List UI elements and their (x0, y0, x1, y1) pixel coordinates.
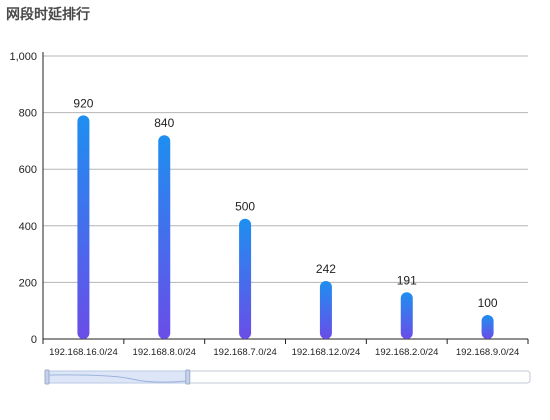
y-tick-label: 0 (31, 334, 37, 346)
zoom-slider[interactable] (44, 369, 531, 385)
bars (77, 115, 494, 340)
bar[interactable] (77, 115, 90, 340)
x-tick-label: 192.168.8.0/24 (133, 347, 196, 358)
data-labels: 920 840 500 242 191 100 (73, 96, 498, 310)
slider-preview-line (47, 374, 187, 383)
y-tick-label: 1,000 (9, 51, 37, 63)
bar[interactable] (239, 218, 252, 339)
data-label: 840 (154, 116, 174, 130)
bar[interactable] (400, 292, 413, 339)
slider-handle-right[interactable] (185, 369, 191, 385)
data-label: 191 (397, 273, 417, 287)
chart-title: 网段时延排行 (6, 7, 90, 23)
y-tick-label: 600 (19, 164, 37, 176)
gridlines (43, 55, 528, 283)
y-tick-label: 200 (19, 277, 37, 289)
data-label: 100 (478, 296, 498, 310)
bar[interactable] (481, 314, 494, 339)
x-tick-label: 192.168.2.0/24 (375, 347, 438, 358)
bar[interactable] (319, 280, 332, 339)
x-tick-label: 192.168.16.0/24 (49, 347, 118, 358)
data-label: 920 (73, 96, 93, 110)
y-tick-label: 400 (19, 221, 37, 233)
axes: 0 200 400 600 800 1,000 192.168.16.0/24 192.168… (9, 51, 529, 358)
bar[interactable] (158, 135, 171, 339)
x-tick-label: 192.168.12.0/24 (292, 347, 361, 358)
y-tick-label: 800 (19, 108, 37, 120)
x-tick-label: 192.168.9.0/24 (456, 347, 519, 358)
data-label: 242 (316, 262, 336, 276)
x-tick-label: 192.168.7.0/24 (213, 347, 276, 358)
data-label: 500 (235, 200, 255, 214)
slider-handle-left[interactable] (44, 369, 50, 385)
